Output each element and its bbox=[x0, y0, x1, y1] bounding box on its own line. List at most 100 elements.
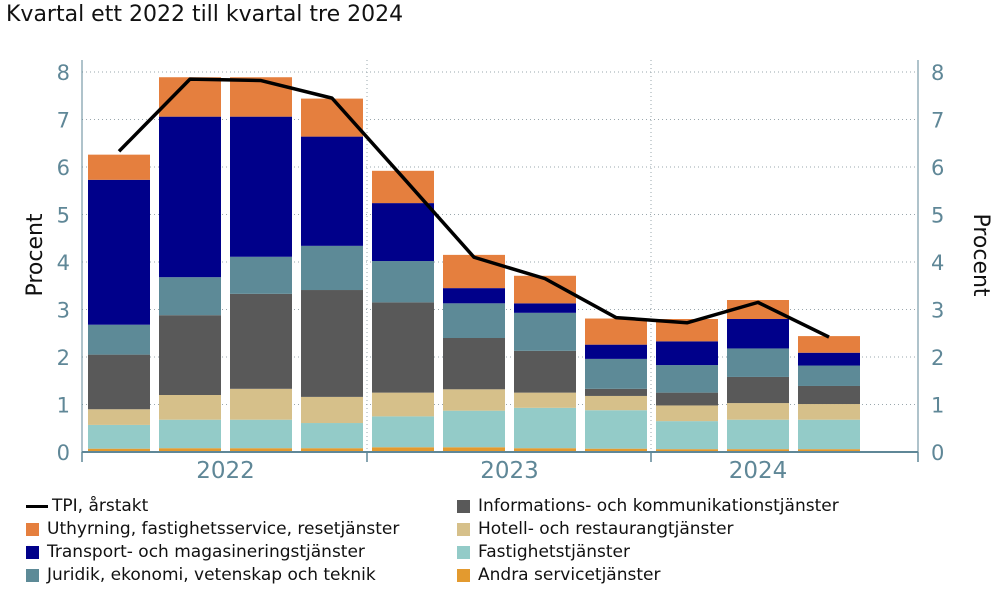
bar-segment bbox=[372, 416, 434, 448]
bar-segment bbox=[514, 407, 576, 449]
bar-segment bbox=[585, 318, 647, 345]
bar-segment bbox=[88, 179, 150, 325]
bar-segment bbox=[656, 319, 718, 342]
bar-segment bbox=[443, 338, 505, 390]
bar-segment bbox=[230, 388, 292, 420]
bar-segment bbox=[372, 261, 434, 303]
bar-segment bbox=[727, 419, 789, 450]
bar-segment bbox=[585, 448, 647, 452]
bar-segment bbox=[514, 303, 576, 313]
bar-segment bbox=[301, 423, 363, 449]
bar-segment bbox=[656, 341, 718, 366]
bar-segment bbox=[159, 77, 221, 117]
y-tick-label-left: 1 bbox=[57, 394, 70, 418]
bar-segment bbox=[230, 256, 292, 294]
bar-segment bbox=[230, 293, 292, 389]
y-tick-label-right: 0 bbox=[931, 441, 944, 465]
bar-segment bbox=[656, 449, 718, 452]
bar-segment bbox=[727, 300, 789, 319]
bar-segment bbox=[159, 315, 221, 395]
bar-segment bbox=[159, 277, 221, 316]
bar-segment bbox=[727, 348, 789, 377]
bar-segment bbox=[727, 376, 789, 404]
y-tick-label-left: 8 bbox=[57, 61, 70, 85]
bar-segment bbox=[159, 116, 221, 278]
y-tick-label-right: 1 bbox=[931, 394, 944, 418]
y-axis-label-right: Procent bbox=[968, 213, 993, 296]
y-tick-label-right: 7 bbox=[931, 109, 944, 133]
y-tick-label-left: 3 bbox=[57, 299, 70, 323]
x-tick-label-year: 2024 bbox=[729, 458, 788, 484]
bar-segment bbox=[798, 404, 860, 420]
y-tick-label-right: 6 bbox=[931, 156, 944, 180]
y-tick-label-left: 4 bbox=[57, 251, 70, 275]
bar-segment bbox=[230, 77, 292, 117]
bar-segment bbox=[88, 354, 150, 410]
bar-segment bbox=[88, 409, 150, 425]
bar-segment bbox=[159, 448, 221, 452]
bar-segment bbox=[88, 448, 150, 452]
y-tick-label-right: 4 bbox=[931, 251, 944, 275]
axes: 0 0 1 1 2 2 3 3 4 4 5 5 6 6 7 7 8 8 2022 2023 2024 bbox=[57, 60, 944, 484]
bar-segment bbox=[514, 448, 576, 452]
bar-segment bbox=[88, 154, 150, 180]
tpi-line-path bbox=[117, 77, 830, 339]
bar-segment bbox=[230, 448, 292, 452]
y-tick-label-left: 5 bbox=[57, 204, 70, 228]
y-tick-label-left: 7 bbox=[57, 109, 70, 133]
bar-segment bbox=[230, 419, 292, 449]
bar-segment bbox=[798, 365, 860, 386]
bar-segment bbox=[301, 396, 363, 424]
x-tick-label-year: 2022 bbox=[196, 458, 255, 484]
bar-segment bbox=[656, 421, 718, 450]
bar-segment bbox=[88, 424, 150, 449]
bar-segment bbox=[372, 302, 434, 393]
bar-segment bbox=[798, 385, 860, 405]
bar-segment bbox=[727, 319, 789, 349]
bar-segment bbox=[727, 403, 789, 420]
tpi-line bbox=[117, 77, 830, 339]
bar-segment bbox=[301, 245, 363, 291]
y-tick-label-right: 3 bbox=[931, 299, 944, 323]
bar-segment bbox=[443, 447, 505, 452]
bar-segment bbox=[443, 410, 505, 448]
y-axis-label-left: Procent bbox=[23, 213, 48, 296]
bar-segment bbox=[585, 395, 647, 411]
bar-segment bbox=[514, 392, 576, 408]
bar-segment bbox=[798, 352, 860, 366]
y-tick-label-right: 8 bbox=[931, 61, 944, 85]
bar-segment bbox=[443, 303, 505, 338]
y-tick-label-right: 2 bbox=[931, 346, 944, 370]
bar-segment bbox=[443, 389, 505, 411]
y-tick-label-left: 6 bbox=[57, 156, 70, 180]
bar-segment bbox=[443, 288, 505, 304]
y-tick-label-right: 5 bbox=[931, 204, 944, 228]
bar-segment bbox=[585, 344, 647, 359]
bar-segment bbox=[798, 449, 860, 452]
bar-segment bbox=[372, 447, 434, 452]
bar-segment bbox=[301, 290, 363, 397]
bar-segment bbox=[727, 449, 789, 452]
x-tick-label-year: 2023 bbox=[480, 458, 539, 484]
bar-segment bbox=[88, 324, 150, 355]
chart-title: Kvartal ett 2022 till kvartal tre 2024 bbox=[6, 2, 404, 27]
bar-segment bbox=[798, 419, 860, 450]
bar-segment bbox=[230, 116, 292, 257]
y-tick-label-left: 0 bbox=[57, 441, 70, 465]
bar-segment bbox=[585, 358, 647, 389]
bar-segment bbox=[585, 388, 647, 396]
bar-stacks bbox=[88, 77, 860, 452]
bar-segment bbox=[301, 98, 363, 137]
y-tick-label-left: 2 bbox=[57, 346, 70, 370]
bar-segment bbox=[656, 405, 718, 422]
bar-segment bbox=[301, 136, 363, 246]
bar-segment bbox=[159, 395, 221, 420]
bar-segment bbox=[514, 312, 576, 351]
bar-segment bbox=[514, 350, 576, 393]
bar-segment bbox=[656, 365, 718, 393]
bar-segment bbox=[443, 254, 505, 289]
bar-segment bbox=[159, 419, 221, 449]
bar-segment bbox=[798, 336, 860, 353]
bar-segment bbox=[585, 410, 647, 449]
